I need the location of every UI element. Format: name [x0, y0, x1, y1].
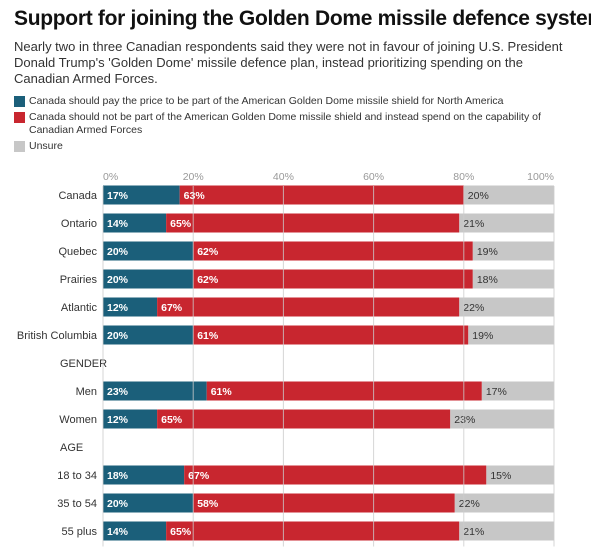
row-label: Atlantic [61, 302, 98, 314]
x-tick-label: 60% [363, 171, 384, 183]
data-label: 17% [486, 386, 507, 398]
legend-swatch-pay [14, 96, 25, 107]
x-tick-label: 0% [103, 171, 118, 183]
data-label: 18% [477, 274, 498, 286]
data-label: 14% [107, 526, 129, 538]
bar-segment-unsure [468, 325, 554, 345]
group-header: GENDER [60, 358, 107, 370]
bar-segment-not [166, 521, 460, 541]
bar-segment-unsure [486, 465, 554, 485]
bar-segment-unsure [472, 269, 554, 289]
data-label: 20% [107, 246, 129, 258]
x-tick-label: 100% [527, 171, 554, 183]
bar-segment-pay [103, 269, 194, 289]
bar-segment-pay [103, 381, 207, 401]
data-label: 65% [161, 414, 183, 426]
bar-segment-pay [103, 465, 185, 485]
data-label: 19% [477, 246, 498, 258]
bar-segment-unsure [454, 493, 554, 513]
data-label: 14% [107, 218, 129, 230]
group-header: AGE [60, 442, 83, 454]
bar-segment-pay [103, 241, 194, 261]
data-label: 19% [472, 330, 493, 342]
data-label: 67% [161, 302, 183, 314]
bar-segment-not [179, 185, 464, 205]
legend-swatch-not [14, 112, 25, 123]
bar-segment-unsure [463, 185, 554, 205]
data-label: 23% [107, 386, 129, 398]
bar-segment-unsure [472, 241, 554, 261]
data-label: 22% [463, 302, 484, 314]
data-label: 65% [170, 526, 192, 538]
bar-segment-pay [103, 185, 180, 205]
row-label: Men [76, 386, 97, 398]
bar-segment-not [193, 269, 473, 289]
bar-segment-unsure [459, 213, 554, 233]
data-label: 23% [454, 414, 475, 426]
data-label: 15% [490, 470, 511, 482]
data-label: 21% [463, 218, 484, 230]
row-label: Prairies [60, 274, 98, 286]
data-label: 62% [197, 246, 219, 258]
data-label: 20% [107, 498, 129, 510]
bar-segment-not [157, 409, 451, 429]
row-label: Women [59, 414, 97, 426]
data-label: 20% [107, 274, 129, 286]
bar-segment-not [193, 241, 473, 261]
bar-segment-not [157, 297, 460, 317]
row-label: 55 plus [62, 526, 98, 538]
legend-label-pay: Canada should pay the price to be part o… [29, 95, 504, 107]
legend-item-pay: Canada should pay the price to be part o… [14, 95, 584, 108]
bar-segment-unsure [481, 381, 554, 401]
legend-label-unsure: Unsure [29, 140, 63, 152]
bar-segment-pay [103, 521, 167, 541]
chart-subtitle: Nearly two in three Canadian respondents… [14, 39, 563, 86]
bar-segment-pay [103, 493, 194, 513]
data-label: 12% [107, 302, 129, 314]
row-label: 18 to 34 [57, 470, 97, 482]
bar-segment-not [193, 325, 469, 345]
data-label: 65% [170, 218, 192, 230]
row-label: Canada [58, 190, 97, 202]
data-label: 63% [184, 190, 206, 202]
legend-label-not: Canada should not be part of the America… [29, 111, 541, 136]
legend-item-not: Canada should not be part of the America… [14, 111, 584, 137]
legend-item-unsure: Unsure [14, 140, 584, 153]
data-label: 18% [107, 470, 129, 482]
x-tick-label: 80% [453, 171, 474, 183]
row-label: 35 to 54 [57, 498, 97, 510]
data-label: 58% [197, 498, 219, 510]
bar-segment-unsure [459, 521, 554, 541]
x-tick-label: 20% [183, 171, 204, 183]
bar-segment-not [206, 381, 482, 401]
row-label: British Columbia [17, 330, 98, 342]
row-label: Quebec [58, 246, 97, 258]
data-label: 21% [463, 526, 484, 538]
chart-title: Support for joining the Golden Dome miss… [14, 7, 591, 30]
bar-segment-unsure [459, 297, 554, 317]
data-label: 20% [468, 190, 489, 202]
data-label: 62% [197, 274, 219, 286]
row-label: Ontario [61, 218, 97, 230]
bar-segment-pay [103, 213, 167, 233]
bar-segment-pay [103, 297, 158, 317]
x-tick-label: 40% [273, 171, 294, 183]
bar-segment-unsure [450, 409, 554, 429]
data-label: 67% [188, 470, 210, 482]
data-label: 20% [107, 330, 129, 342]
data-label: 61% [197, 330, 219, 342]
bar-segment-pay [103, 325, 194, 345]
bar-segment-pay [103, 409, 158, 429]
data-label: 17% [107, 190, 129, 202]
bar-segment-not [184, 465, 487, 485]
data-label: 12% [107, 414, 129, 426]
legend-swatch-unsure [14, 141, 25, 152]
legend: Canada should pay the price to be part o… [14, 95, 584, 156]
data-label: 22% [459, 498, 480, 510]
bar-segment-not [193, 493, 455, 513]
bar-segment-not [166, 213, 460, 233]
data-label: 61% [211, 386, 233, 398]
